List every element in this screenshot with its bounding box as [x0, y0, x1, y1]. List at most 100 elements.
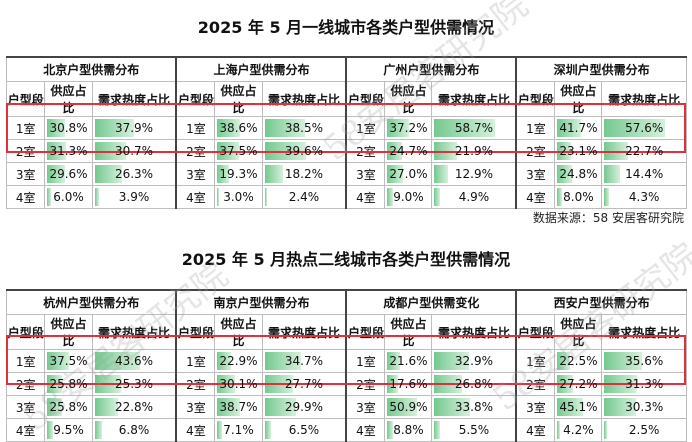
share-value: 2.5%	[628, 423, 660, 437]
share-value: 34.7%	[284, 354, 324, 368]
share-value: 37.9%	[114, 121, 154, 135]
room-type-cell: 1室	[175, 349, 216, 373]
share-value: 22.8%	[114, 400, 154, 414]
room-type-cell: 1室	[5, 349, 46, 373]
share-value: 58.7%	[454, 121, 493, 135]
demand-share-cell: 6.8%	[91, 418, 177, 442]
data-bar	[264, 119, 305, 137]
supply-share-cell: 6.0%	[44, 185, 93, 209]
data-bar	[434, 142, 458, 160]
supply-share-cell: 4.2%	[554, 418, 603, 442]
data-bar	[387, 188, 393, 206]
supply-share-cell: 50.9%	[384, 395, 433, 419]
data-bar	[94, 165, 122, 183]
data-bar	[217, 188, 220, 206]
share-value: 24.8%	[559, 167, 598, 181]
share-value: 23.1%	[559, 144, 598, 158]
room-type-cell: 1室	[175, 116, 216, 140]
room-type-cell: 4室	[515, 185, 556, 209]
city-header: 北京户型供需分布	[6, 56, 177, 82]
section-2-table: 杭州户型供需分布 南京户型供需分布 成都户型供需变化 西安户型供需分布 户型段 供应占比需…	[5, 289, 687, 442]
supply-share-cell: 37.5%	[44, 349, 93, 373]
data-bar	[387, 352, 400, 370]
data-bar	[557, 421, 560, 439]
demand-share-cell: 37.9%	[91, 116, 177, 140]
demand-share-cell: 3.9%	[91, 185, 177, 209]
column-header: 需求热度占比	[91, 81, 177, 117]
supply-share-cell: 38.6%	[214, 116, 263, 140]
demand-share-cell: 25.3%	[91, 372, 177, 396]
demand-share-cell: 18.2%	[261, 162, 347, 186]
data-bar	[557, 165, 572, 183]
share-value: 17.6%	[389, 377, 428, 391]
data-bar	[264, 421, 272, 439]
share-value: 30.1%	[219, 377, 258, 391]
share-value: 50.9%	[389, 400, 428, 414]
data-bar	[217, 398, 240, 416]
data-bar	[387, 165, 403, 183]
share-value: 31.3%	[49, 144, 88, 158]
share-value: 30.3%	[625, 400, 664, 414]
room-type-cell: 2室	[175, 372, 216, 396]
share-value: 30.8%	[49, 121, 88, 135]
demand-share-cell: 26.3%	[91, 162, 177, 186]
room-type-cell: 1室	[515, 349, 556, 373]
demand-share-cell: 31.3%	[601, 372, 687, 396]
table-row: 3室 25.8% 22.8% 3室 38.7% 29.9% 3室 50.9% 33.8% 3室 45…	[5, 395, 687, 419]
demand-share-cell: 39.6%	[261, 139, 347, 163]
column-header: 需求热度占比	[431, 81, 517, 117]
table-row: 1室 37.5% 43.6% 1室 22.9% 34.7% 1室 21.6% 32.9% 1室 22…	[5, 349, 687, 373]
city-header: 广州户型供需分布	[345, 56, 517, 82]
share-value: 27.2%	[559, 377, 598, 391]
room-type-cell: 3室	[5, 162, 46, 186]
column-header: 户型段	[175, 81, 216, 117]
room-type-cell: 4室	[175, 185, 216, 209]
table-row: 2室 25.8% 25.3% 2室 30.1% 27.7% 2室 17.6% 26.8% 2室 27…	[5, 372, 687, 396]
data-bar	[47, 119, 66, 137]
column-header: 供应占比	[44, 81, 93, 117]
data-bar	[47, 398, 63, 416]
data-bar	[264, 398, 296, 416]
share-value: 25.8%	[49, 400, 88, 414]
city-header: 南京户型供需分布	[175, 289, 347, 315]
city-header: 深圳户型供需分布	[515, 56, 687, 82]
data-bar	[557, 398, 584, 416]
supply-share-cell: 17.6%	[384, 372, 433, 396]
share-value: 29.6%	[49, 167, 88, 181]
data-bar	[387, 398, 417, 416]
supply-share-cell: 29.6%	[44, 162, 93, 186]
room-type-cell: 4室	[175, 418, 216, 442]
demand-share-cell: 2.4%	[261, 185, 347, 209]
data-bar	[94, 119, 134, 137]
demand-share-cell: 26.8%	[431, 372, 517, 396]
data-bar	[94, 352, 140, 370]
room-type-cell: 3室	[175, 395, 216, 419]
column-header: 户型段	[345, 81, 386, 117]
share-value: 14.4%	[625, 167, 664, 181]
room-type-cell: 2室	[345, 139, 386, 163]
share-value: 26.8%	[454, 377, 493, 391]
room-type-cell: 3室	[515, 395, 556, 419]
share-value: 3.9%	[118, 190, 150, 204]
supply-share-cell: 25.8%	[44, 372, 93, 396]
share-value: 18.2%	[284, 167, 324, 181]
demand-share-cell: 27.7%	[261, 372, 347, 396]
data-bar	[557, 119, 582, 137]
supply-share-cell: 27.2%	[554, 372, 603, 396]
city-header: 西安户型供需分布	[515, 289, 687, 315]
supply-share-cell: 30.8%	[44, 116, 93, 140]
column-header: 户型段	[5, 314, 46, 350]
demand-share-cell: 2.5%	[601, 418, 687, 442]
supply-share-cell: 38.7%	[214, 395, 263, 419]
column-header: 供应占比	[384, 314, 433, 350]
supply-share-cell: 37.2%	[384, 116, 433, 140]
data-bar	[557, 188, 563, 206]
table-row: 4室 9.5% 6.8% 4室 7.1% 6.5% 4室 8.8% 5.5% 4室 4.2% 2.5%	[5, 418, 687, 442]
data-bar	[604, 421, 608, 439]
share-value: 33.8%	[454, 400, 493, 414]
column-header: 供应占比	[554, 314, 603, 350]
demand-share-cell: 22.7%	[601, 139, 687, 163]
data-bar	[47, 188, 51, 206]
share-value: 7.1%	[223, 423, 254, 437]
supply-share-cell: 7.1%	[214, 418, 263, 442]
